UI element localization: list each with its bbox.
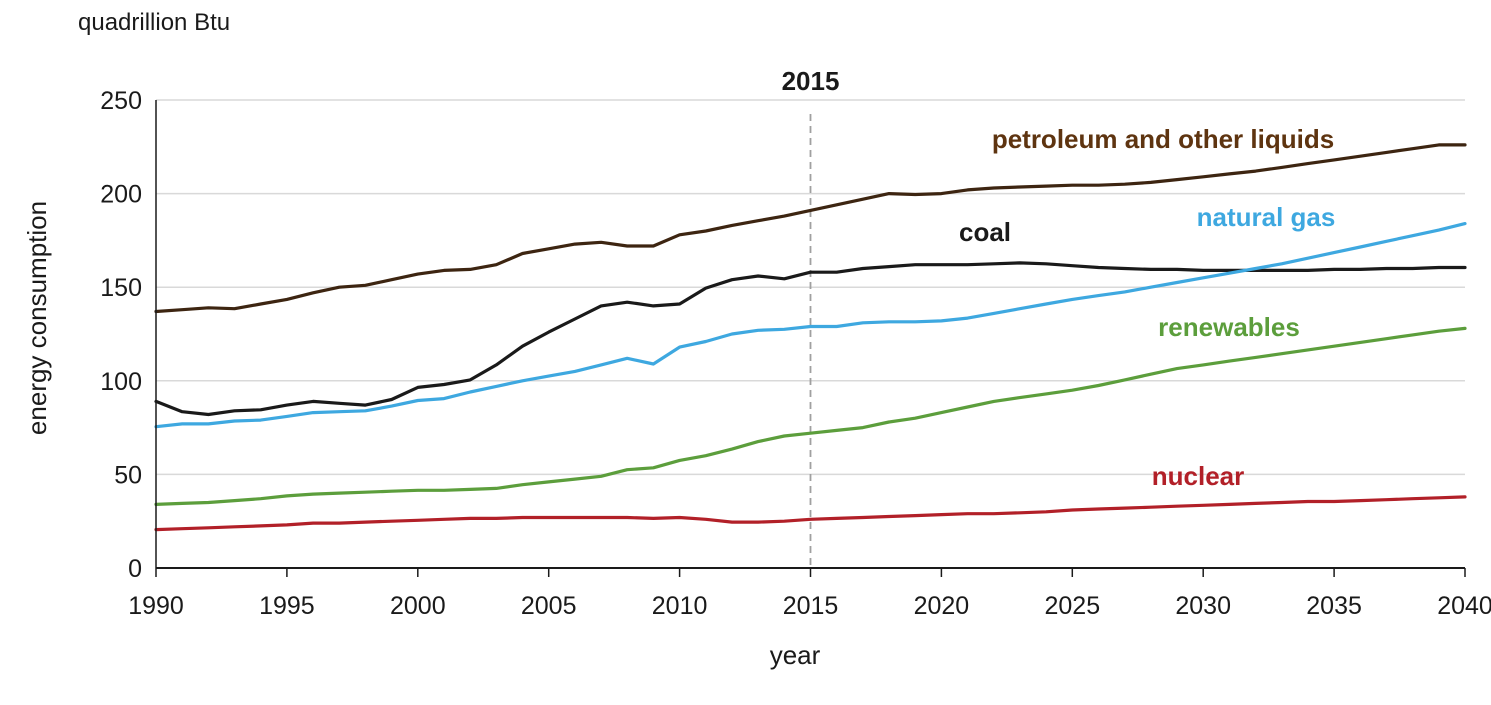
- x-axis-title: year: [770, 640, 821, 670]
- series-line-nuclear: [154, 495, 1467, 532]
- series-label-coal: coal: [959, 217, 1011, 247]
- y-tick-label: 150: [100, 274, 142, 302]
- x-tick-label: 2010: [652, 592, 708, 620]
- series-label-renewables: renewables: [1158, 312, 1300, 342]
- series-labels: petroleum and other liquids coal natural g…: [959, 124, 1335, 491]
- series-line-natural-gas: [154, 222, 1467, 429]
- x-tick-label: 2030: [1175, 592, 1231, 620]
- y-tick-label: 50: [114, 461, 142, 489]
- x-tick-label: 2035: [1306, 592, 1362, 620]
- y-tick-label: 250: [100, 87, 142, 115]
- y-tick-label: 100: [100, 368, 142, 396]
- series-label-nuclear: nuclear: [1152, 461, 1245, 491]
- x-tick-label: 1990: [128, 592, 184, 620]
- reference-line-group: 2015: [782, 66, 840, 568]
- unit-label: quadrillion Btu: [78, 9, 230, 36]
- reference-line-label: 2015: [782, 66, 840, 96]
- series-label-natural-gas: natural gas: [1197, 202, 1336, 232]
- x-tick-label: 1995: [259, 592, 315, 620]
- series-line-renewables: [154, 326, 1467, 506]
- y-tick-label: 0: [128, 555, 142, 583]
- y-axis-title: energy consumption: [22, 201, 52, 435]
- axes: 0 50 100 150 200 250 1990 1995 2000 2005 2010 2015 2…: [100, 87, 1491, 620]
- series-label-petroleum-and-other-liquids: petroleum and other liquids: [992, 124, 1334, 154]
- series-line-petroleum-and-other-liquids: [154, 143, 1467, 314]
- x-tick-label: 2005: [521, 592, 577, 620]
- x-tick-label: 2020: [914, 592, 970, 620]
- y-tick-label: 200: [100, 181, 142, 209]
- x-tick-label: 2015: [783, 592, 839, 620]
- x-tick-label: 2000: [390, 592, 446, 620]
- series-lines: [154, 143, 1467, 532]
- x-tick-label: 2040: [1437, 592, 1491, 620]
- x-tick-label: 2025: [1044, 592, 1100, 620]
